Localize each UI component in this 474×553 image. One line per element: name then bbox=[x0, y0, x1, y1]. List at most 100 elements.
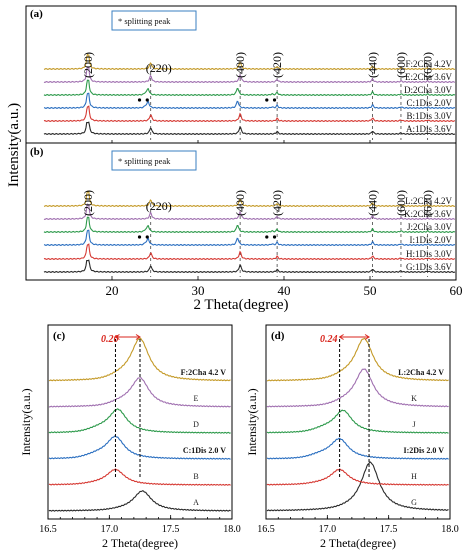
peak-index-label: (420) bbox=[270, 52, 284, 78]
shift-arrow-head bbox=[135, 334, 141, 340]
zoom-series-label: K bbox=[411, 394, 417, 403]
zoom-trace-black bbox=[266, 461, 449, 512]
x-tick-label: 17.0 bbox=[101, 524, 119, 535]
splitting-star bbox=[265, 235, 269, 239]
splitting-star bbox=[272, 235, 277, 239]
xrd-trace-gold bbox=[43, 190, 455, 207]
peak-index-label: (600) bbox=[394, 190, 408, 216]
series-label: E:2Cha 3.6V bbox=[405, 72, 452, 82]
x-tick-label: 16.5 bbox=[39, 524, 57, 535]
xrd-trace-gold bbox=[43, 53, 455, 70]
panel-c-y-axis-title: Intensity(a.u.) bbox=[19, 388, 33, 455]
series-label: I:1Dis 2.0V bbox=[410, 235, 453, 245]
zoom-trace-green bbox=[266, 409, 449, 434]
panel-d-x-axis-title: 2 Theta(degree) bbox=[320, 536, 396, 550]
splitting-star bbox=[145, 235, 149, 239]
xrd-trace-purple bbox=[43, 66, 456, 83]
panel-a-letter: (a) bbox=[30, 8, 43, 20]
xrd-trace-green bbox=[43, 79, 456, 96]
shift-arrow-head bbox=[364, 334, 370, 340]
panel-b-splitting-legend bbox=[111, 150, 197, 171]
x-tick-label: 18.0 bbox=[223, 524, 241, 535]
xrd-trace-blue bbox=[43, 92, 456, 109]
panel-c-x-axis-title: 2 Theta(degree) bbox=[102, 536, 178, 550]
zoom-trace-red bbox=[266, 468, 449, 486]
zoom-trace-gold bbox=[266, 337, 449, 382]
panel-d-frame bbox=[265, 324, 451, 520]
panel-a: (a) * splitting peak (200) (220) (400) (420… bbox=[30, 8, 456, 140]
splitting-star bbox=[145, 98, 149, 102]
series-label: F:2Cha 4.2V bbox=[405, 59, 452, 69]
peak-index-label: (200) bbox=[81, 190, 95, 216]
main-x-axis-title: 2 Theta(degree) bbox=[193, 297, 288, 313]
series-label: K:2Cha 3.6V bbox=[404, 209, 452, 219]
zoom-series-label: E bbox=[194, 394, 199, 403]
series-label: C:1Dis 2.0V bbox=[406, 98, 452, 108]
x-tick-label: 20 bbox=[106, 283, 119, 298]
main-x-axis-ticks: 20 30 40 50 60 bbox=[106, 140, 463, 298]
splitting-star bbox=[272, 98, 277, 102]
xrd-trace-blue bbox=[43, 229, 456, 246]
panel-b-splitting-text: * splitting peak bbox=[118, 156, 171, 166]
zoom-series-label: C:1Dis 2.0 V bbox=[183, 446, 226, 455]
zoom-series-label: B bbox=[193, 472, 198, 481]
panel-b: (b) * splitting peak (200) (220) (400) (420… bbox=[30, 146, 456, 277]
x-tick-label: 17.5 bbox=[380, 524, 398, 535]
peak-index-label: (440) bbox=[366, 52, 380, 78]
panel-d-y-axis-title: Intensity(a.u.) bbox=[245, 388, 259, 455]
zoom-series-label: J bbox=[412, 420, 415, 429]
peak-index-label: (600) bbox=[394, 52, 408, 78]
peak-index-label: (420) bbox=[270, 190, 284, 216]
peak-index-label: (220) bbox=[146, 61, 172, 75]
panel-a-splitting-legend bbox=[111, 10, 197, 31]
peak-index-label: (620) bbox=[421, 52, 435, 78]
zoom-series-label: L:2Cha 4.2 V bbox=[398, 368, 444, 377]
panel-d: (d) Intensity(a.u.) 2 Theta(degree) 16.5… bbox=[245, 324, 459, 550]
x-tick-label: 50 bbox=[364, 283, 377, 298]
panel-c-frame bbox=[47, 324, 233, 520]
shift-arrow-head bbox=[338, 334, 344, 340]
zoom-trace-blue bbox=[266, 437, 449, 460]
x-tick-label: 16.5 bbox=[257, 524, 275, 535]
zoom-trace-purple bbox=[48, 377, 231, 408]
panel-b-letter: (b) bbox=[30, 146, 44, 158]
zoom-trace-black bbox=[48, 490, 231, 512]
peak-index-label: (200) bbox=[81, 52, 95, 78]
xrd-trace-red bbox=[43, 105, 456, 122]
zoom-series-label: D bbox=[193, 420, 199, 429]
series-label: L:2Cha 4.2V bbox=[405, 196, 452, 206]
panel-a-splitting-text: * splitting peak bbox=[118, 16, 171, 26]
xrd-trace-purple bbox=[43, 203, 456, 220]
shift-arrow-head bbox=[114, 334, 120, 340]
x-tick-label: 17.0 bbox=[319, 524, 337, 535]
x-tick-label: 60 bbox=[450, 283, 463, 298]
series-label: G:1Dis 3.6V bbox=[406, 262, 453, 272]
xrd-trace-green bbox=[43, 216, 456, 233]
peak-index-label: (400) bbox=[233, 52, 247, 78]
panel-c-shift-label: 0.20 bbox=[101, 334, 119, 345]
zoom-trace-gold bbox=[48, 337, 231, 382]
x-tick-label: 17.5 bbox=[162, 524, 180, 535]
peak-index-label: (220) bbox=[146, 199, 172, 213]
series-label: H:1Dis 3.0V bbox=[406, 249, 453, 259]
peak-index-label: (440) bbox=[366, 190, 380, 216]
x-tick-label: 40 bbox=[278, 283, 291, 298]
x-tick-label: 30 bbox=[192, 283, 205, 298]
xrd-trace-black bbox=[43, 121, 456, 135]
zoom-series-label: A bbox=[193, 498, 199, 507]
panel-c-letter: (c) bbox=[53, 330, 66, 342]
zoom-trace-red bbox=[48, 468, 231, 486]
splitting-star bbox=[137, 235, 142, 239]
zoom-series-label: G bbox=[411, 498, 417, 507]
peak-index-label: (400) bbox=[233, 190, 247, 216]
zoom-trace-purple bbox=[266, 368, 449, 408]
zoom-series-label: I:2Dis 2.0 V bbox=[403, 446, 444, 455]
panel-c: (c) Intensity(a.u.) 2 Theta(degree) 16.5… bbox=[19, 324, 241, 550]
peak-index-label: (620) bbox=[421, 190, 435, 216]
main-y-axis-title: Intensity(a.u.) bbox=[6, 103, 22, 187]
series-label: B:1Dis 3.0V bbox=[406, 111, 452, 121]
panel-d-letter: (d) bbox=[271, 330, 285, 342]
xrd-trace-red bbox=[43, 243, 456, 260]
zoom-series-label: F:2Cha 4.2 V bbox=[181, 368, 227, 377]
